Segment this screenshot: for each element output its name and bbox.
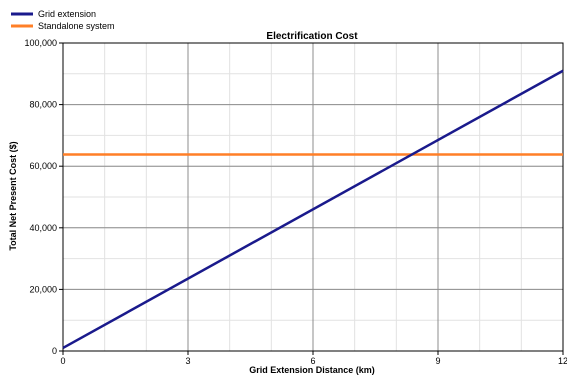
y-tick-label: 80,000 xyxy=(29,100,57,110)
y-axis-ticks: 0 20,000 40,000 60,000 80,000 100,000 xyxy=(24,38,63,356)
x-axis-title: Grid Extension Distance (km) xyxy=(249,365,375,375)
x-tick-label: 9 xyxy=(435,356,440,366)
y-tick-label: 100,000 xyxy=(24,38,57,48)
y-tick-label: 0 xyxy=(52,346,57,356)
y-tick-label: 60,000 xyxy=(29,161,57,171)
x-tick-label: 0 xyxy=(60,356,65,366)
legend-label-grid-extension: Grid extension xyxy=(38,9,96,19)
y-tick-label: 40,000 xyxy=(29,223,57,233)
series-lines xyxy=(62,69,564,350)
chart-title: Electrification Cost xyxy=(266,31,358,42)
x-tick-label: 3 xyxy=(185,356,190,366)
x-tick-label: 12 xyxy=(558,356,567,366)
series-line-grid-extension xyxy=(62,69,564,350)
x-axis-ticks: 0 3 6 9 12 xyxy=(60,351,567,366)
y-tick-label: 20,000 xyxy=(29,284,57,294)
legend: Grid extension Standalone system xyxy=(11,9,115,31)
legend-label-standalone-system: Standalone system xyxy=(38,21,115,31)
y-axis-title: Total Net Present Cost ($) xyxy=(8,141,18,250)
x-tick-label: 6 xyxy=(310,356,315,366)
